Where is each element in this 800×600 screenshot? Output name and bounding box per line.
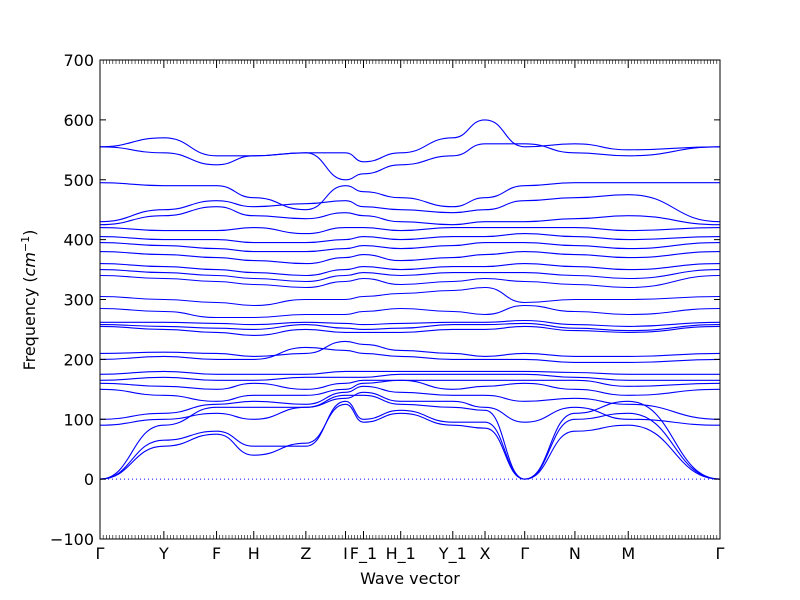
band-12 — [99, 325, 721, 336]
x-tick-label: H_1 — [386, 544, 416, 564]
band-6 — [99, 379, 721, 402]
x-axis-ticks: Γ Y F H Z I F_1 H_1 Y_1 X Γ N M Γ — [96, 60, 725, 564]
band-lines — [99, 119, 721, 480]
band-23 — [99, 227, 721, 235]
band-11 — [99, 340, 721, 357]
band-21 — [99, 242, 721, 253]
band-9 — [99, 370, 720, 375]
band-5 — [99, 385, 721, 420]
band-28 — [99, 119, 721, 163]
band-1 — [99, 403, 721, 480]
x-tick-label: I — [343, 544, 348, 563]
x-tick-label: N — [569, 544, 581, 563]
x-tick-label: F_1 — [350, 544, 377, 564]
band-13 — [99, 322, 721, 332]
y-tick-label: 100 — [63, 410, 94, 429]
x-tick-label: Γ — [716, 544, 725, 563]
x-tick-label: Y_1 — [438, 544, 467, 564]
y-tick-label: 700 — [63, 51, 94, 70]
band-24 — [99, 206, 721, 226]
y-tick-label: 200 — [63, 350, 94, 369]
x-tick-label: X — [480, 544, 491, 563]
y-axis-ticks: −100 0 100 200 300 400 500 600 700 — [50, 51, 720, 549]
band-25 — [99, 194, 721, 223]
x-tick-label: Z — [300, 544, 311, 563]
x-axis-minor-ticks — [102, 60, 718, 539]
x-tick-label: Γ — [520, 544, 529, 563]
x-tick-label: Γ — [96, 544, 105, 563]
band-20 — [99, 251, 721, 265]
y-tick-label: 400 — [63, 231, 94, 250]
x-tick-label: F — [212, 544, 221, 563]
band-19 — [99, 263, 721, 277]
band-8 — [99, 373, 721, 381]
x-tick-label: H — [248, 544, 260, 563]
x-tick-label: M — [621, 544, 635, 563]
band-3 — [99, 394, 721, 480]
y-axis-title: Frequency (cm−1) — [19, 230, 39, 371]
y-tick-label: 0 — [84, 470, 94, 489]
band-15 — [99, 304, 721, 319]
y-tick-label: 500 — [63, 171, 94, 190]
band-2 — [99, 400, 721, 480]
band-17 — [99, 274, 721, 289]
x-tick-label: Y — [158, 544, 169, 563]
band-10 — [99, 346, 721, 363]
y-tick-label: 300 — [63, 291, 94, 310]
band-18 — [99, 269, 721, 283]
band-27 — [99, 143, 721, 181]
y-tick-label: 600 — [63, 111, 94, 130]
band-14 — [99, 319, 721, 327]
y-tick-label: −100 — [50, 530, 94, 549]
x-axis-title: Wave vector — [360, 569, 460, 588]
band-26 — [99, 182, 720, 211]
band-7 — [99, 379, 721, 390]
band-4 — [99, 391, 721, 426]
band-22 — [99, 233, 721, 244]
band-16 — [99, 286, 721, 307]
